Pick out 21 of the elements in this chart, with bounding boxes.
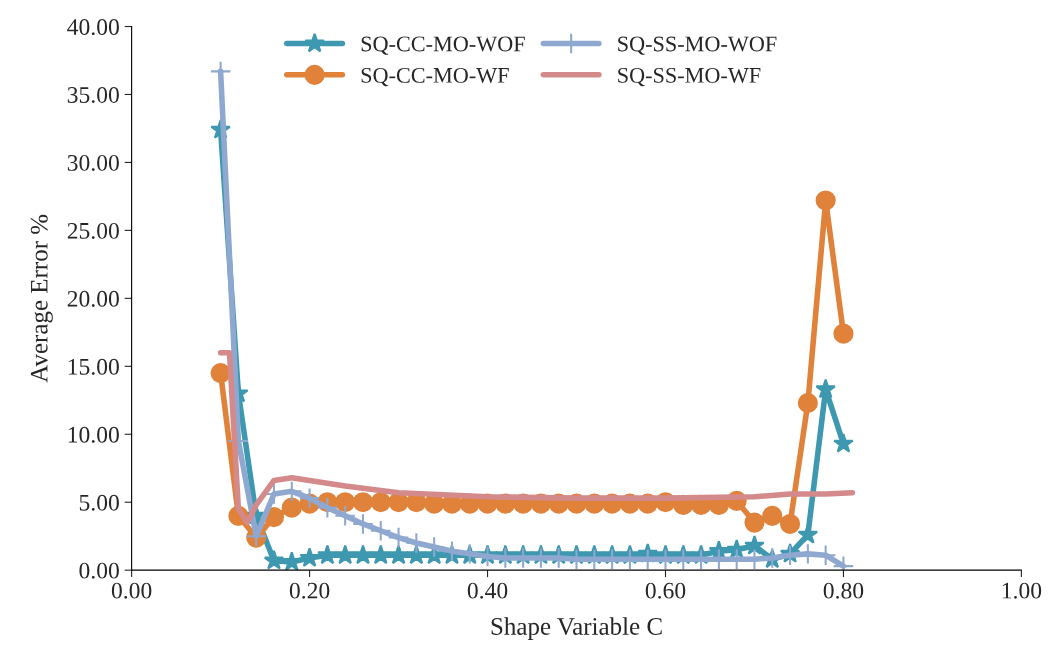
- legend-label: SQ-CC-MO-WOF: [361, 36, 525, 55]
- y-tick-label: 30.00: [67, 154, 119, 171]
- y-tick-label: 25.00: [67, 222, 119, 239]
- y-tick-label: 20.00: [67, 290, 119, 307]
- x-tick-label: 0.40: [467, 582, 508, 599]
- y-tick-label: 15.00: [68, 358, 119, 375]
- y-tick-label: 35.00: [67, 86, 119, 104]
- y-tick-label: 40.00: [67, 19, 119, 36]
- y-tick-label: 5.00: [79, 494, 119, 511]
- x-tick-label: 1.00: [1002, 582, 1042, 599]
- legend-label: SQ-SS-MO-WF: [618, 67, 761, 87]
- x-tick-label: 0.80: [823, 582, 864, 599]
- legend-label: SQ-CC-MO-WF: [361, 67, 509, 87]
- x-tick-label: 0.00: [111, 582, 152, 599]
- legend-label: SQ-SS-MO-WOF: [618, 36, 777, 55]
- y-tick-label: 10.00: [68, 426, 119, 443]
- x-tick-label: 0.20: [289, 582, 330, 599]
- x-axis-title: Shape Variable C: [491, 617, 662, 640]
- y-axis-title: Average Error %: [30, 214, 53, 383]
- x-tick-label: 0.60: [645, 582, 686, 599]
- y-tick-label: 0.00: [79, 562, 119, 579]
